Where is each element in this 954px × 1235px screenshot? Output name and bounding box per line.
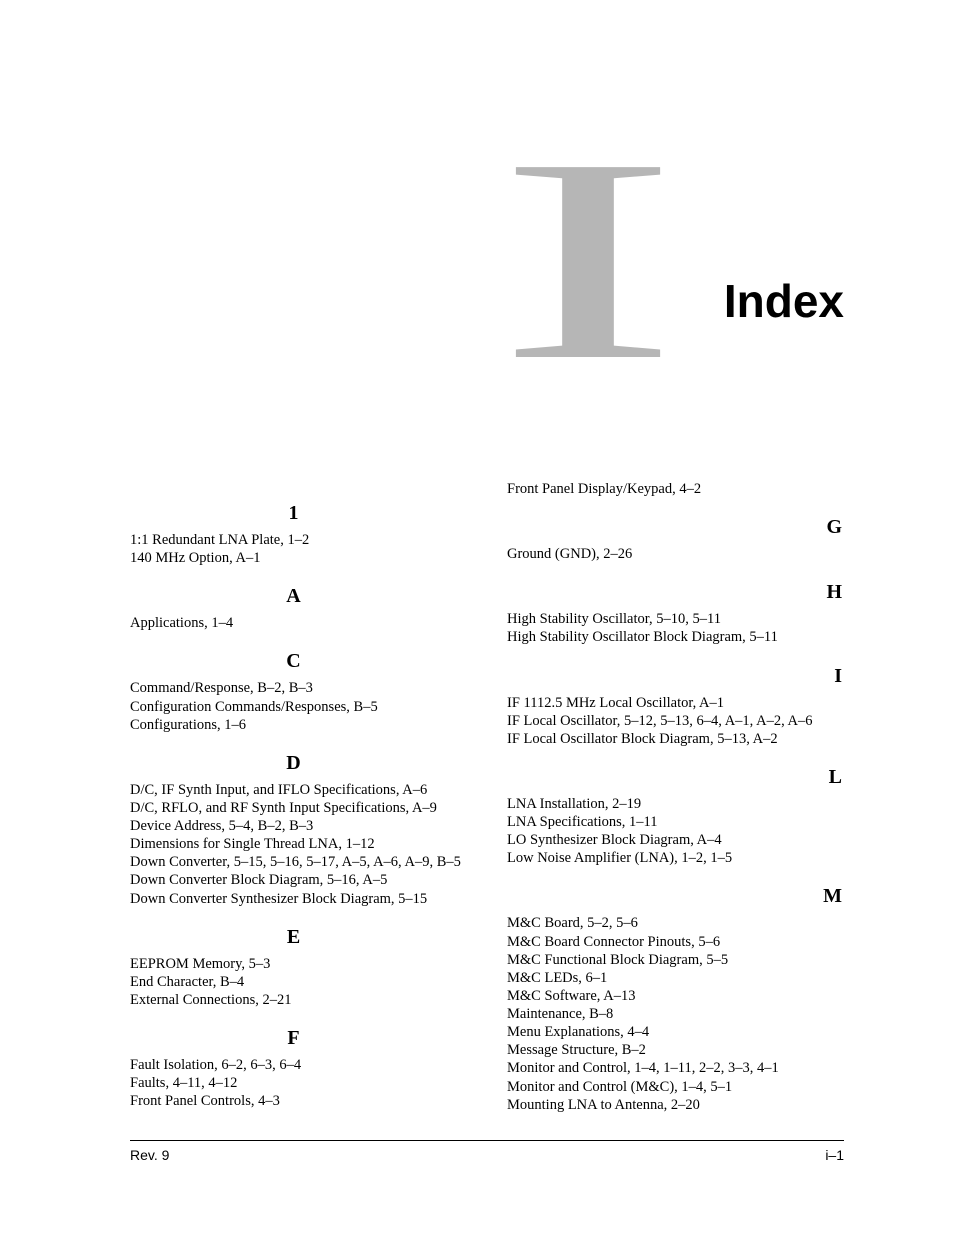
index-entry: Command/Response, B–2, B–3 [130,679,467,697]
index-entry: 140 MHz Option, A–1 [130,549,467,567]
index-entry: LNA Installation, 2–19 [507,795,844,813]
index-section-head: 1 [130,502,467,525]
index-section-head: C [130,650,467,673]
index-entry: M&C LEDs, 6–1 [507,969,844,987]
page-footer: Rev. 9 i–1 [130,1140,844,1163]
index-entry: External Connections, 2–21 [130,991,467,1009]
drop-cap: I [496,115,679,405]
index-entry: D/C, RFLO, and RF Synth Input Specificat… [130,799,467,817]
index-section-head: A [130,585,467,608]
index-column-right: Front Panel Display/Keypad, 4–2 G Ground… [507,480,844,1114]
index-entry: End Character, B–4 [130,973,467,991]
index-section-head: L [507,766,844,789]
index-section-head: I [507,665,844,688]
index-section-head: M [507,885,844,908]
index-entry: IF Local Oscillator, 5–12, 5–13, 6–4, A–… [507,712,844,730]
index-entry: Front Panel Controls, 4–3 [130,1092,467,1110]
index-entry: M&C Board Connector Pinouts, 5–6 [507,933,844,951]
index-entry: Device Address, 5–4, B–2, B–3 [130,817,467,835]
index-entry: IF 1112.5 MHz Local Oscillator, A–1 [507,694,844,712]
index-entry: Maintenance, B–8 [507,1005,844,1023]
index-entry: M&C Board, 5–2, 5–6 [507,914,844,932]
index-entry: Configuration Commands/Responses, B–5 [130,698,467,716]
index-entry: High Stability Oscillator Block Diagram,… [507,628,844,646]
index-entry: EEPROM Memory, 5–3 [130,955,467,973]
index-entry: Down Converter Synthesizer Block Diagram… [130,890,467,908]
index-columns: 1 1:1 Redundant LNA Plate, 1–2 140 MHz O… [130,480,844,1114]
index-section-head: E [130,926,467,949]
index-entry: LO Synthesizer Block Diagram, A–4 [507,831,844,849]
index-column-left: 1 1:1 Redundant LNA Plate, 1–2 140 MHz O… [130,480,467,1114]
index-entry: Faults, 4–11, 4–12 [130,1074,467,1092]
index-entry: Fault Isolation, 6–2, 6–3, 6–4 [130,1056,467,1074]
index-entry: IF Local Oscillator Block Diagram, 5–13,… [507,730,844,748]
index-entry: Message Structure, B–2 [507,1041,844,1059]
index-entry: Monitor and Control (M&C), 1–4, 5–1 [507,1078,844,1096]
index-entry: Down Converter, 5–15, 5–16, 5–17, A–5, A… [130,853,467,871]
footer-page-number: i–1 [825,1147,844,1163]
index-entry: Down Converter Block Diagram, 5–16, A–5 [130,871,467,889]
index-entry: Dimensions for Single Thread LNA, 1–12 [130,835,467,853]
page-title: Index [724,274,844,328]
index-entry: 1:1 Redundant LNA Plate, 1–2 [130,531,467,549]
index-section-head: H [507,581,844,604]
index-section-head: F [130,1027,467,1050]
index-entry: Configurations, 1–6 [130,716,467,734]
index-entry: LNA Specifications, 1–11 [507,813,844,831]
footer-revision: Rev. 9 [130,1147,169,1163]
index-entry: Menu Explanations, 4–4 [507,1023,844,1041]
index-entry: D/C, IF Synth Input, and IFLO Specificat… [130,781,467,799]
index-section-head: G [507,516,844,539]
index-section-head: D [130,752,467,775]
index-entry: Ground (GND), 2–26 [507,545,844,563]
chapter-header: I Index [130,112,844,462]
index-entry: Low Noise Amplifier (LNA), 1–2, 1–5 [507,849,844,867]
index-entry: M&C Functional Block Diagram, 5–5 [507,951,844,969]
index-entry: High Stability Oscillator, 5–10, 5–11 [507,610,844,628]
page: I Index 1 1:1 Redundant LNA Plate, 1–2 1… [0,0,954,1235]
index-entry: Front Panel Display/Keypad, 4–2 [507,480,844,498]
index-entry: Monitor and Control, 1–4, 1–11, 2–2, 3–3… [507,1059,844,1077]
index-entry: M&C Software, A–13 [507,987,844,1005]
index-entry: Applications, 1–4 [130,614,467,632]
index-entry: Mounting LNA to Antenna, 2–20 [507,1096,844,1114]
